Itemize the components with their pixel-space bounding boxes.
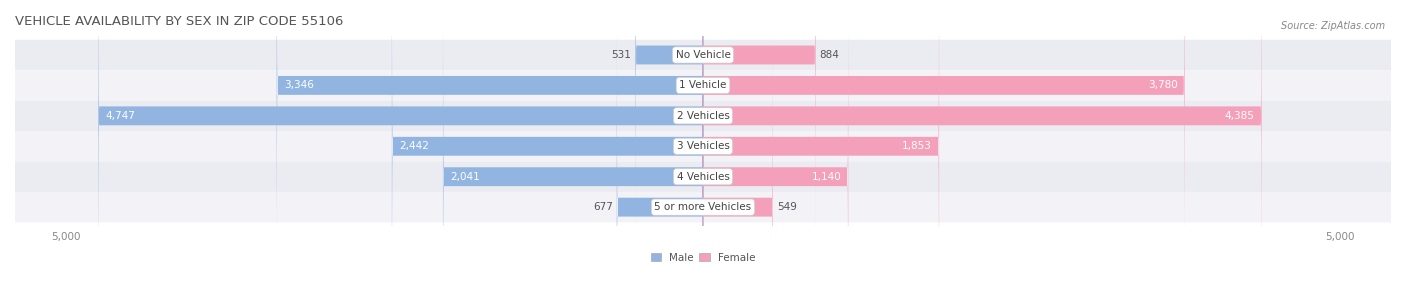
FancyBboxPatch shape <box>617 0 703 306</box>
Text: 549: 549 <box>776 202 797 212</box>
FancyBboxPatch shape <box>15 40 1391 70</box>
Text: Source: ZipAtlas.com: Source: ZipAtlas.com <box>1281 21 1385 32</box>
Text: 677: 677 <box>593 202 613 212</box>
Text: 4,385: 4,385 <box>1225 111 1254 121</box>
Text: No Vehicle: No Vehicle <box>675 50 731 60</box>
Text: 4 Vehicles: 4 Vehicles <box>676 172 730 182</box>
Text: 1 Vehicle: 1 Vehicle <box>679 80 727 90</box>
Text: 3 Vehicles: 3 Vehicles <box>676 141 730 151</box>
Text: 2 Vehicles: 2 Vehicles <box>676 111 730 121</box>
FancyBboxPatch shape <box>703 0 848 306</box>
Text: 3,346: 3,346 <box>284 80 314 90</box>
FancyBboxPatch shape <box>15 131 1391 162</box>
FancyBboxPatch shape <box>277 0 703 306</box>
FancyBboxPatch shape <box>703 0 1185 306</box>
FancyBboxPatch shape <box>703 0 815 289</box>
FancyBboxPatch shape <box>15 70 1391 101</box>
FancyBboxPatch shape <box>392 0 703 306</box>
Text: 1,140: 1,140 <box>811 172 841 182</box>
FancyBboxPatch shape <box>15 192 1391 222</box>
FancyBboxPatch shape <box>98 0 703 306</box>
Text: 3,780: 3,780 <box>1147 80 1178 90</box>
Text: 884: 884 <box>820 50 839 60</box>
Text: 4,747: 4,747 <box>105 111 135 121</box>
Text: 1,853: 1,853 <box>903 141 932 151</box>
FancyBboxPatch shape <box>15 101 1391 131</box>
FancyBboxPatch shape <box>443 0 703 306</box>
FancyBboxPatch shape <box>15 162 1391 192</box>
Text: VEHICLE AVAILABILITY BY SEX IN ZIP CODE 55106: VEHICLE AVAILABILITY BY SEX IN ZIP CODE … <box>15 15 343 28</box>
FancyBboxPatch shape <box>703 0 939 306</box>
Text: 5 or more Vehicles: 5 or more Vehicles <box>654 202 752 212</box>
Legend: Male, Female: Male, Female <box>651 252 755 263</box>
FancyBboxPatch shape <box>636 0 703 289</box>
Text: 2,442: 2,442 <box>399 141 429 151</box>
FancyBboxPatch shape <box>703 0 1261 306</box>
Text: 531: 531 <box>612 50 631 60</box>
Text: 2,041: 2,041 <box>450 172 479 182</box>
FancyBboxPatch shape <box>703 0 773 306</box>
